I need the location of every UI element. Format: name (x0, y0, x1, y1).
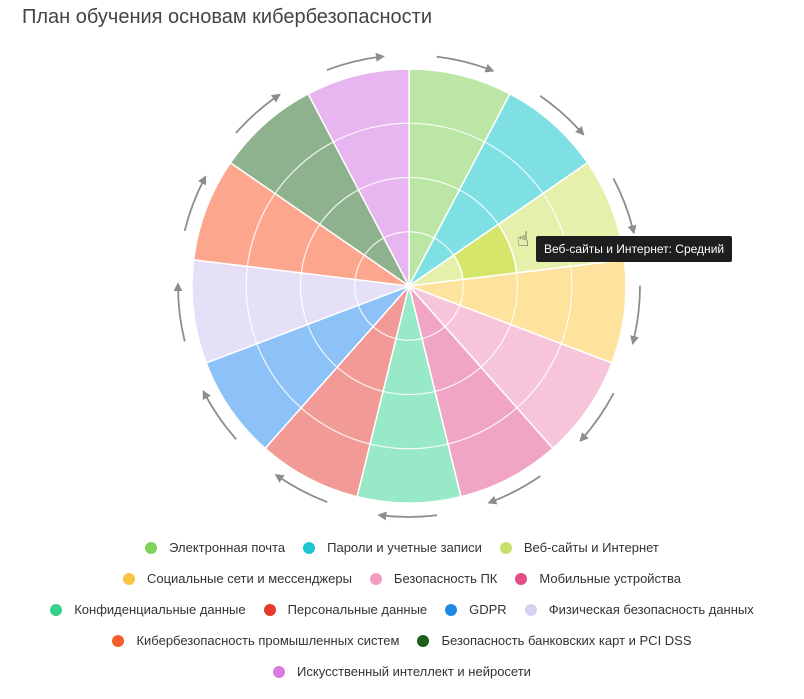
cycle-arrow (436, 55, 495, 73)
legend-label: Физическая безопасность данных (548, 602, 754, 617)
legend-item-passwords[interactable]: Пароли и учетные записи (303, 540, 482, 555)
legend-dot (369, 572, 382, 585)
legend-dot (445, 603, 458, 616)
grid-ring (245, 122, 573, 450)
legend-label: Персональные данные (287, 602, 428, 617)
legend-label: Безопасность банковских карт и PCI DSS (441, 633, 692, 648)
legend-label: Конфиденциальные данные (74, 602, 246, 617)
legend-label: Социальные сети и мессенджеры (146, 571, 352, 586)
cycle-arrow (202, 389, 237, 440)
legend-dot (524, 603, 537, 616)
legend-row: Искусственный интеллект и нейросети (0, 656, 804, 687)
legend-label: Безопасность ПК (393, 571, 498, 586)
cycle-arrow (377, 511, 438, 521)
legend-item-ai[interactable]: Искусственный интеллект и нейросети (273, 664, 531, 679)
cycle-arrow (235, 93, 281, 134)
legend-item-web[interactable]: Веб-сайты и Интернет (499, 540, 659, 555)
legend-label: Искусственный интеллект и нейросети (297, 664, 531, 679)
polar-chart: ☝ (173, 52, 641, 521)
cycle-arrow (487, 475, 541, 505)
grid-ring (191, 68, 627, 504)
legend-item-industrial[interactable]: Кибербезопасность промышленных систем (112, 633, 399, 648)
cycle-arrow (539, 95, 585, 136)
legend-dot (515, 572, 528, 585)
legend-dot (145, 541, 158, 554)
legend-dot (273, 665, 286, 678)
legend-dot (50, 603, 63, 616)
chart-title: План обучения основам кибербезопасности (22, 6, 433, 28)
legend-dot (417, 634, 430, 647)
legend-dot (122, 572, 135, 585)
cycle-arrow (173, 282, 186, 342)
legend-item-physical[interactable]: Физическая безопасность данных (524, 602, 754, 617)
legend-label: Веб-сайты и Интернет (523, 540, 659, 555)
legend-label: Электронная почта (169, 540, 286, 555)
legend-label: Пароли и учетные записи (327, 540, 482, 555)
grid-ring (299, 176, 519, 396)
cycle-arrow (274, 473, 328, 503)
legend-item-personal[interactable]: Персональные данные (263, 602, 428, 617)
legend-item-gdpr[interactable]: GDPR (445, 602, 507, 617)
legend-item-mobile[interactable]: Мобильные устройства (515, 571, 681, 586)
legend-item-social[interactable]: Социальные сети и мессенджеры (122, 571, 352, 586)
cycle-arrow (183, 175, 207, 232)
cycle-arrow (579, 392, 615, 443)
legend-dot (263, 603, 276, 616)
legend-label: Кибербезопасность промышленных систем (136, 633, 400, 648)
legend-row: Конфиденциальные данные Персональные дан… (0, 594, 804, 625)
legend-item-email[interactable]: Электронная почта (145, 540, 285, 555)
legend-row: Кибербезопасность промышленных систем Бе… (0, 625, 804, 656)
hand-cursor-icon: ☝ (517, 227, 529, 251)
legend-dot (112, 634, 125, 647)
cycle-arrow (630, 285, 641, 345)
legend-label: Мобильные устройства (539, 571, 682, 586)
cycle-arrow (612, 178, 637, 235)
legend-dot (303, 541, 316, 554)
grid-ring (354, 231, 464, 341)
legend-item-cards[interactable]: Безопасность банковских карт и PCI DSS (417, 633, 692, 648)
legend-item-pc[interactable]: Безопасность ПК (369, 571, 498, 586)
legend-label: GDPR (469, 602, 507, 617)
tooltip: Веб-сайты и Интернет: Средний (536, 236, 733, 262)
legend-item-confidential[interactable]: Конфиденциальные данные (50, 602, 246, 617)
legend-row: Электронная почта Пароли и учетные запис… (0, 532, 804, 563)
legend: Электронная почта Пароли и учетные запис… (0, 532, 804, 687)
legend-dot (499, 541, 512, 554)
cycle-arrow (326, 52, 385, 71)
legend-row: Социальные сети и мессенджеры Безопаснос… (0, 563, 804, 594)
